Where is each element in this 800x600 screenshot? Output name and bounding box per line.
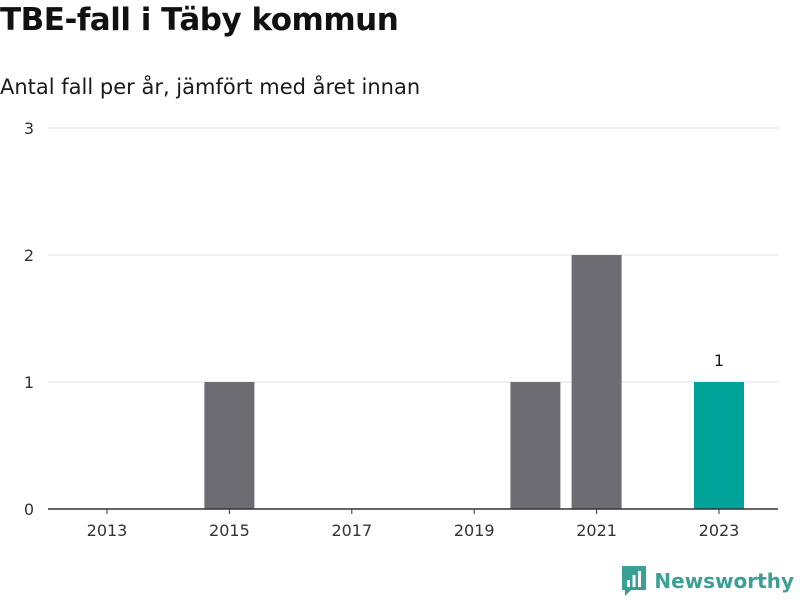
x-tick-label: 2021 [576,521,617,540]
x-tick-label: 2023 [699,521,740,540]
brand-name: Newsworthy [654,569,794,593]
y-tick-label: 1 [24,373,34,392]
chart-subtitle: Antal fall per år, jämfört med året inna… [0,75,421,99]
bar-2021 [571,255,622,509]
bar-2015 [204,382,255,509]
x-tick-label: 2019 [454,521,495,540]
y-tick-label: 2 [24,246,34,265]
chart-title: TBE-fall i Täby kommun [0,2,399,38]
y-tick-label: 0 [24,500,34,519]
brand-logo: Newsworthy [622,566,794,596]
y-tick-label: 3 [24,119,34,138]
bar-2023 [694,382,744,509]
x-tick-label: 2017 [331,521,372,540]
x-tick-label: 2013 [87,521,128,540]
bar-2020 [510,382,561,509]
x-tick-label: 2015 [209,521,250,540]
newsworthy-logo-icon [622,566,647,596]
data-label: 1 [714,351,724,370]
